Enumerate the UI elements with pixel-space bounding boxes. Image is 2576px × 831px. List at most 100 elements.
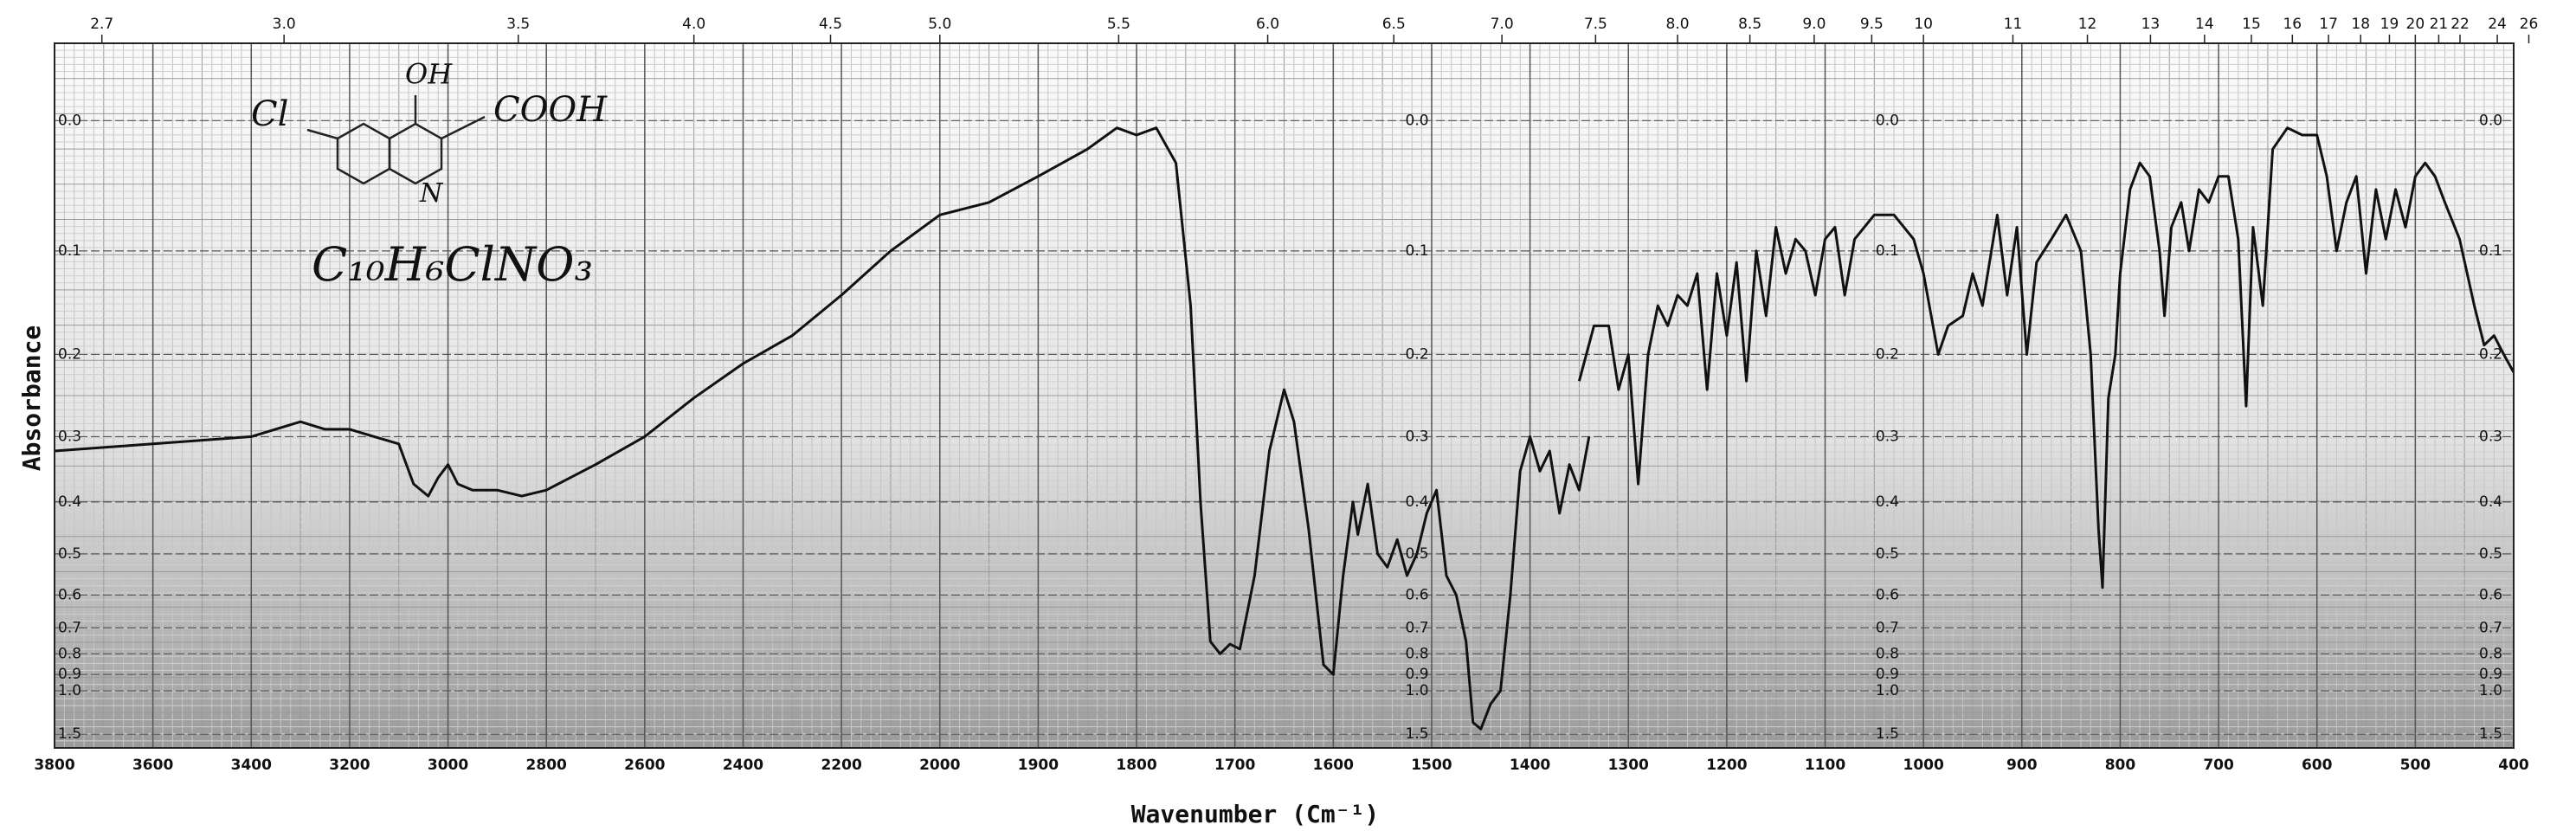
x-tick-label: 1400 bbox=[1510, 757, 1550, 774]
x2-tick-label: 9.0 bbox=[1802, 16, 1826, 33]
x2-tick-label: 18 bbox=[2351, 16, 2370, 33]
x-tick-label: 3000 bbox=[428, 757, 468, 774]
y-tick-label: 0.4 bbox=[58, 493, 81, 511]
y-tick-label: 0.0 bbox=[2479, 112, 2502, 129]
annotation: C₁₀H₆ClNO₃ bbox=[312, 237, 593, 292]
structure-label: COOH bbox=[493, 90, 608, 130]
structure-label: N bbox=[419, 178, 444, 209]
structure-label: OH bbox=[405, 58, 453, 91]
y-tick-label: 0.8 bbox=[1406, 645, 1429, 662]
y-tick-label: 0.0 bbox=[1876, 112, 1899, 129]
plot-frame bbox=[54, 42, 2515, 749]
x2-tick-label: 14 bbox=[2195, 16, 2214, 33]
y-tick-label: 0.6 bbox=[1406, 586, 1429, 603]
x-tick-label: 2400 bbox=[723, 757, 763, 774]
y-tick-label: 1.5 bbox=[58, 725, 81, 743]
x-tick-label: 1600 bbox=[1313, 757, 1354, 774]
x2-tick-label: 4.0 bbox=[682, 16, 705, 33]
y-tick-label: 0.7 bbox=[58, 619, 81, 636]
y-tick-label: 0.6 bbox=[1876, 586, 1899, 603]
y-tick-label: 1.0 bbox=[1406, 682, 1429, 699]
minor-grid bbox=[55, 43, 2514, 748]
x2-tick-label: 26 bbox=[2520, 16, 2539, 33]
x-tick-label: 1000 bbox=[1903, 757, 1943, 774]
x2-tick-label: 11 bbox=[2004, 16, 2023, 33]
x2-tick-label: 21 bbox=[2430, 16, 2449, 33]
y-tick-label: 0.5 bbox=[1876, 545, 1899, 563]
y-tick-label: 0.2 bbox=[1876, 345, 1899, 363]
y-tick-label: 0.1 bbox=[1876, 242, 1899, 260]
y-tick-label: 1.0 bbox=[58, 682, 81, 699]
y-tick-label: 0.2 bbox=[58, 345, 81, 363]
x-tick-label: 1200 bbox=[1706, 757, 1747, 774]
x-tick-label: 600 bbox=[2302, 757, 2333, 774]
y-tick-label: 0.6 bbox=[58, 586, 81, 603]
x2-tick-label: 8.5 bbox=[1738, 16, 1761, 33]
y-tick-label: 0.2 bbox=[1406, 345, 1429, 363]
x2-tick-label: 7.5 bbox=[1584, 16, 1607, 33]
x-tick-label: 3800 bbox=[34, 757, 74, 774]
y-tick-label: 0.2 bbox=[2479, 345, 2502, 363]
x-tick-label: 1800 bbox=[1116, 757, 1156, 774]
x2-tick-label: 2.7 bbox=[90, 16, 113, 33]
y-axis-label: Absorbance bbox=[17, 325, 46, 472]
y-tick-label: 0.7 bbox=[1876, 619, 1899, 636]
x2-tick-label: 6.0 bbox=[1256, 16, 1279, 33]
x-tick-label: 400 bbox=[2498, 757, 2529, 774]
y-tick-label: 0.4 bbox=[2479, 493, 2502, 511]
y-tick-label: 1.0 bbox=[1876, 682, 1899, 699]
x2-tick-label: 3.5 bbox=[506, 16, 530, 33]
x2-tick-label: 8.0 bbox=[1666, 16, 1690, 33]
x2-tick-label: 5.5 bbox=[1107, 16, 1130, 33]
x-axis-label: Wavenumber (Cm⁻¹) bbox=[1131, 800, 1380, 828]
x2-tick-label: 3.0 bbox=[273, 16, 296, 33]
y-tick-label: 1.5 bbox=[1876, 725, 1899, 743]
y-tick-label: 0.7 bbox=[2479, 619, 2502, 636]
x2-tick-label: 7.0 bbox=[1491, 16, 1514, 33]
x2-tick-label: 19 bbox=[2380, 16, 2399, 33]
y-tick-label: 0.0 bbox=[1406, 112, 1429, 129]
y-tick-label: 0.6 bbox=[2479, 586, 2502, 603]
y-tick-label: 1.5 bbox=[2479, 725, 2502, 743]
y-tick-label: 0.3 bbox=[58, 428, 81, 445]
y-tick-label: 0.5 bbox=[1406, 545, 1429, 563]
x-tick-label: 700 bbox=[2203, 757, 2234, 774]
x-tick-label: 1700 bbox=[1214, 757, 1255, 774]
x2-tick-label: 12 bbox=[2078, 16, 2097, 33]
x-tick-label: 500 bbox=[2400, 757, 2431, 774]
marks bbox=[54, 126, 2515, 731]
x2-tick-label: 13 bbox=[2141, 16, 2161, 33]
y-tick-label: 0.9 bbox=[1876, 666, 1899, 683]
x-tick-label: 1500 bbox=[1411, 757, 1452, 774]
x2-tick-label: 16 bbox=[2283, 16, 2302, 33]
y-tick-label: 0.4 bbox=[1406, 493, 1429, 511]
x2-tick-label: 5.0 bbox=[928, 16, 951, 33]
y-tick-label: 0.8 bbox=[58, 645, 81, 662]
y-tick-label: 0.9 bbox=[1406, 666, 1429, 683]
x-tick-label: 2800 bbox=[526, 757, 567, 774]
x-tick-label: 900 bbox=[2006, 757, 2038, 774]
y-tick-label: 0.3 bbox=[1876, 428, 1899, 445]
y-tick-label: 0.9 bbox=[58, 666, 81, 683]
x2-tick-label: 10 bbox=[1914, 16, 1933, 33]
x-tick-label: 1100 bbox=[1805, 757, 1845, 774]
x-tick-label: 1300 bbox=[1608, 757, 1649, 774]
x2-tick-label: 20 bbox=[2406, 16, 2425, 33]
x-tick-label: 2600 bbox=[624, 757, 665, 774]
y-tick-label: 0.0 bbox=[58, 112, 81, 129]
y-tick-label: 0.8 bbox=[1876, 645, 1899, 662]
y-tick-label: 0.3 bbox=[1406, 428, 1429, 445]
x-tick-label: 3200 bbox=[329, 757, 370, 774]
y-tick-label: 0.1 bbox=[2479, 242, 2502, 260]
x2-tick-label: 15 bbox=[2242, 16, 2261, 33]
x-tick-label: 800 bbox=[2105, 757, 2136, 774]
y-tick-label: 0.1 bbox=[1406, 242, 1429, 260]
x2-tick-label: 22 bbox=[2450, 16, 2470, 33]
x2-tick-label: 9.5 bbox=[1860, 16, 1884, 33]
y-tick-label: 0.1 bbox=[58, 242, 81, 260]
x-tick-label: 3400 bbox=[231, 757, 272, 774]
y-tick-label: 1.5 bbox=[1406, 725, 1429, 743]
x-tick-label: 3600 bbox=[132, 757, 173, 774]
y-tick-label: 0.9 bbox=[2479, 666, 2502, 683]
